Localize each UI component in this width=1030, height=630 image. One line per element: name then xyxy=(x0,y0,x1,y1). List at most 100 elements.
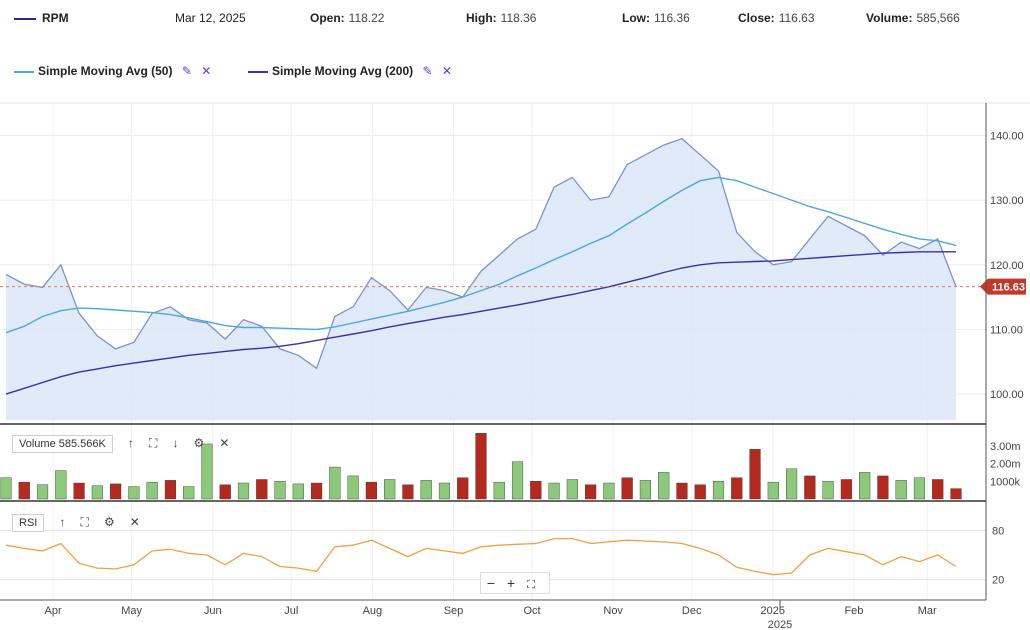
reset-zoom-button[interactable]: ⛶ xyxy=(527,579,535,591)
volume-bar xyxy=(895,480,907,500)
volume-bar xyxy=(493,481,505,500)
move-up-icon[interactable]: ↑ xyxy=(127,436,134,450)
zoom-in-button[interactable]: + xyxy=(506,575,516,591)
volume-bar xyxy=(402,484,414,500)
volume-bar xyxy=(183,486,195,500)
volume-pane-toolbar: Volume 585.566K ↑ ⛶ ↓ ⚙ ✕ xyxy=(12,435,230,453)
volume-bar xyxy=(603,482,615,500)
maximize-icon[interactable]: ⛶ xyxy=(148,436,158,450)
volume-tick-label: 2.00m xyxy=(990,459,1021,471)
time-tick-label: May xyxy=(121,605,142,617)
volume-bar xyxy=(438,482,451,500)
high-label: High: xyxy=(466,11,497,25)
volume-bar xyxy=(146,481,158,500)
volume-bar xyxy=(658,472,670,500)
sma200-label: Simple Moving Avg (200) xyxy=(272,64,414,78)
close-field: Close: 116.63 xyxy=(738,11,815,25)
gear-icon[interactable]: ⚙ xyxy=(193,436,205,450)
volume-bar xyxy=(219,484,231,500)
volume-bar xyxy=(164,480,177,500)
volume-bar xyxy=(676,482,688,500)
high-field: High: 118.36 xyxy=(466,11,536,25)
open-field: Open: 118.22 xyxy=(310,11,384,25)
quote-date: Mar 12, 2025 xyxy=(175,11,246,25)
remove-x-icon[interactable]: ✕ xyxy=(441,64,452,78)
gear-icon[interactable]: ⚙ xyxy=(103,515,115,529)
volume-bar xyxy=(457,477,469,500)
volume-bar xyxy=(274,481,286,500)
volume-bar xyxy=(950,488,962,500)
volume-bar xyxy=(749,449,761,500)
volume-bar xyxy=(292,483,304,500)
rsi-pane-toolbar: RSI ↑ ⛶ ⚙ ✕ xyxy=(12,514,140,532)
rsi-line xyxy=(5,537,957,576)
move-up-icon[interactable]: ↑ xyxy=(59,515,66,529)
volume-bar xyxy=(859,472,871,500)
zoom-control: − + ⛶ xyxy=(480,572,550,594)
close-icon[interactable]: ✕ xyxy=(129,515,140,529)
volume-bar xyxy=(55,470,67,500)
volume-bar xyxy=(0,477,12,500)
edit-pencil-icon[interactable]: ✎ xyxy=(422,64,433,78)
symbol-label: RPM xyxy=(14,11,69,25)
time-tick-label: Aug xyxy=(363,605,383,617)
price-line xyxy=(5,137,957,370)
sma200-swatch xyxy=(248,70,268,73)
price-tick-label: 120.00 xyxy=(990,260,1024,272)
time-tick-label: Dec xyxy=(682,605,702,617)
time-tick-label: Feb xyxy=(844,605,863,617)
zoom-out-button[interactable]: − xyxy=(486,575,496,591)
move-down-icon[interactable]: ↓ xyxy=(172,436,179,450)
time-tick-label: Mar xyxy=(918,605,937,617)
volume-bar xyxy=(384,479,396,500)
volume-bar xyxy=(128,486,140,500)
legend-sma50: Simple Moving Avg (50) ✎ ✕ xyxy=(14,64,211,78)
open-value: 118.22 xyxy=(348,11,385,25)
volume-bar xyxy=(91,485,103,500)
symbol-text: RPM xyxy=(42,11,69,25)
last-price-badge xyxy=(980,278,1026,295)
legend-sma200: Simple Moving Avg (200) ✎ ✕ xyxy=(248,64,452,78)
sma50-line xyxy=(5,176,957,334)
price-tick-label: 140.00 xyxy=(990,130,1024,142)
price-tick-label: 130.00 xyxy=(990,195,1024,207)
open-label: Open: xyxy=(310,11,345,25)
volume-bar xyxy=(566,479,578,500)
volume-tick-label: 1000k xyxy=(990,476,1020,488)
remove-x-icon[interactable]: ✕ xyxy=(201,64,212,78)
time-tick-label: Oct xyxy=(523,605,540,617)
rsi-tick-label: 80 xyxy=(992,525,1004,537)
volume-field: Volume: 585,566 xyxy=(866,11,960,25)
close-icon[interactable]: ✕ xyxy=(219,436,230,450)
volume-bar xyxy=(785,468,798,500)
rsi-pane-label: RSI xyxy=(12,514,45,532)
volume-bar xyxy=(694,484,706,500)
volume-bar xyxy=(201,443,213,500)
symbol-line-swatch xyxy=(14,17,36,20)
time-tick-label: 2025 xyxy=(761,605,785,617)
volume-bar xyxy=(840,479,852,500)
maximize-icon[interactable]: ⛶ xyxy=(80,515,89,529)
volume-bar xyxy=(256,479,268,500)
volume-bar xyxy=(365,481,377,500)
volume-bar xyxy=(420,480,432,500)
volume-bar xyxy=(329,466,341,500)
volume-bar xyxy=(237,482,250,500)
volume-bar xyxy=(932,479,944,500)
price-tick-label: 110.00 xyxy=(990,324,1023,336)
edit-pencil-icon[interactable]: ✎ xyxy=(181,64,192,78)
volume-bar xyxy=(804,475,816,500)
close-value: 116.63 xyxy=(778,11,815,25)
volume-bar xyxy=(511,461,524,500)
quote-header: RPM Mar 12, 2025 Open: 118.22 High: 118.36… xyxy=(0,0,1030,34)
last-price-label: 116.63 xyxy=(992,282,1025,294)
volume-bar xyxy=(310,482,323,500)
sma200-line xyxy=(5,251,956,395)
volume-bar xyxy=(347,475,359,500)
time-tick-label: Jun xyxy=(204,605,222,617)
volume-label: Volume: xyxy=(866,11,913,25)
price-tick-label: 100.00 xyxy=(990,389,1024,401)
close-label: Close: xyxy=(738,11,775,25)
volume-tick-label: 3.00m xyxy=(990,441,1021,453)
